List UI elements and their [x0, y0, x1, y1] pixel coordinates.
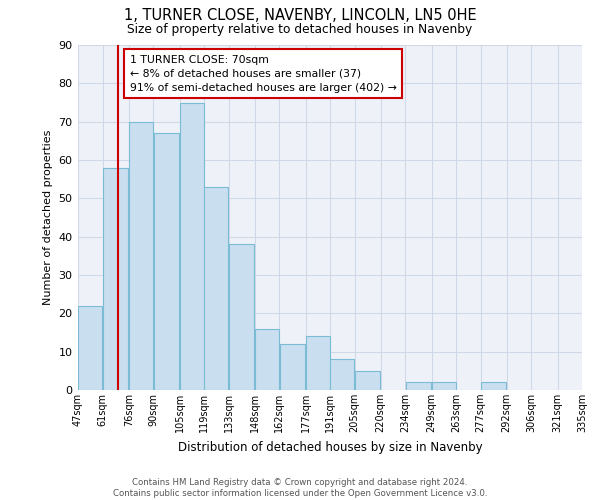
X-axis label: Distribution of detached houses by size in Navenby: Distribution of detached houses by size …: [178, 440, 482, 454]
Bar: [406, 382, 431, 390]
Bar: [355, 371, 380, 390]
Bar: [180, 102, 204, 390]
Bar: [306, 336, 330, 390]
Bar: [229, 244, 254, 390]
Bar: [154, 133, 179, 390]
Bar: [481, 382, 506, 390]
Bar: [432, 382, 456, 390]
Text: Contains HM Land Registry data © Crown copyright and database right 2024.
Contai: Contains HM Land Registry data © Crown c…: [113, 478, 487, 498]
Text: 1, TURNER CLOSE, NAVENBY, LINCOLN, LN5 0HE: 1, TURNER CLOSE, NAVENBY, LINCOLN, LN5 0…: [124, 8, 476, 22]
Bar: [280, 344, 305, 390]
Bar: [129, 122, 153, 390]
Text: Size of property relative to detached houses in Navenby: Size of property relative to detached ho…: [127, 22, 473, 36]
Bar: [204, 187, 228, 390]
Text: 1 TURNER CLOSE: 70sqm
← 8% of detached houses are smaller (37)
91% of semi-detac: 1 TURNER CLOSE: 70sqm ← 8% of detached h…: [130, 54, 397, 92]
Y-axis label: Number of detached properties: Number of detached properties: [43, 130, 53, 305]
Bar: [330, 360, 354, 390]
Bar: [78, 306, 102, 390]
Bar: [103, 168, 128, 390]
Bar: [255, 328, 279, 390]
